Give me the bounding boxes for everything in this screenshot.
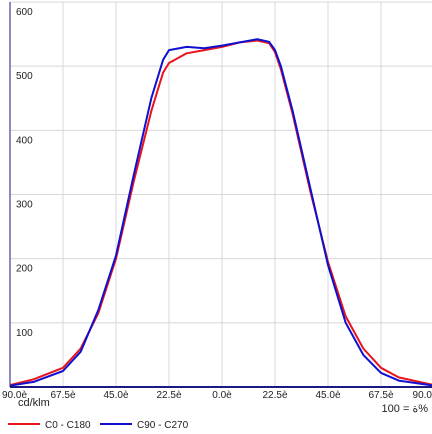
x-tick-label: 22.5è [262, 390, 287, 401]
series-line [9, 38, 432, 387]
x-tick-label: 90.0è [2, 390, 27, 401]
series-line [9, 39, 432, 387]
unit-label: cd/klm [18, 397, 50, 409]
x-tick-label: 67.5è [50, 390, 75, 401]
x-tick-label: 90.0 [413, 390, 432, 401]
x-tick-label: 22.5è [156, 390, 181, 401]
y-tick-label: 300 [16, 200, 33, 211]
y-tick-label: 600 [16, 7, 33, 18]
y-tick-label: 500 [16, 71, 33, 82]
x-tick-label: 45.0è [103, 390, 128, 401]
x-tick-label: 67.5è [368, 390, 393, 401]
legend-label: C90 - C270 [137, 420, 189, 431]
efficiency-label: ة = 100% [382, 403, 429, 415]
y-tick-label: 200 [16, 264, 33, 275]
y-tick-label: 100 [16, 328, 33, 339]
x-tick-label: 45.0è [315, 390, 340, 401]
x-tick-label: 0.0è [212, 390, 232, 401]
legend-label: C0 - C180 [45, 420, 91, 431]
y-tick-label: 400 [16, 135, 33, 146]
